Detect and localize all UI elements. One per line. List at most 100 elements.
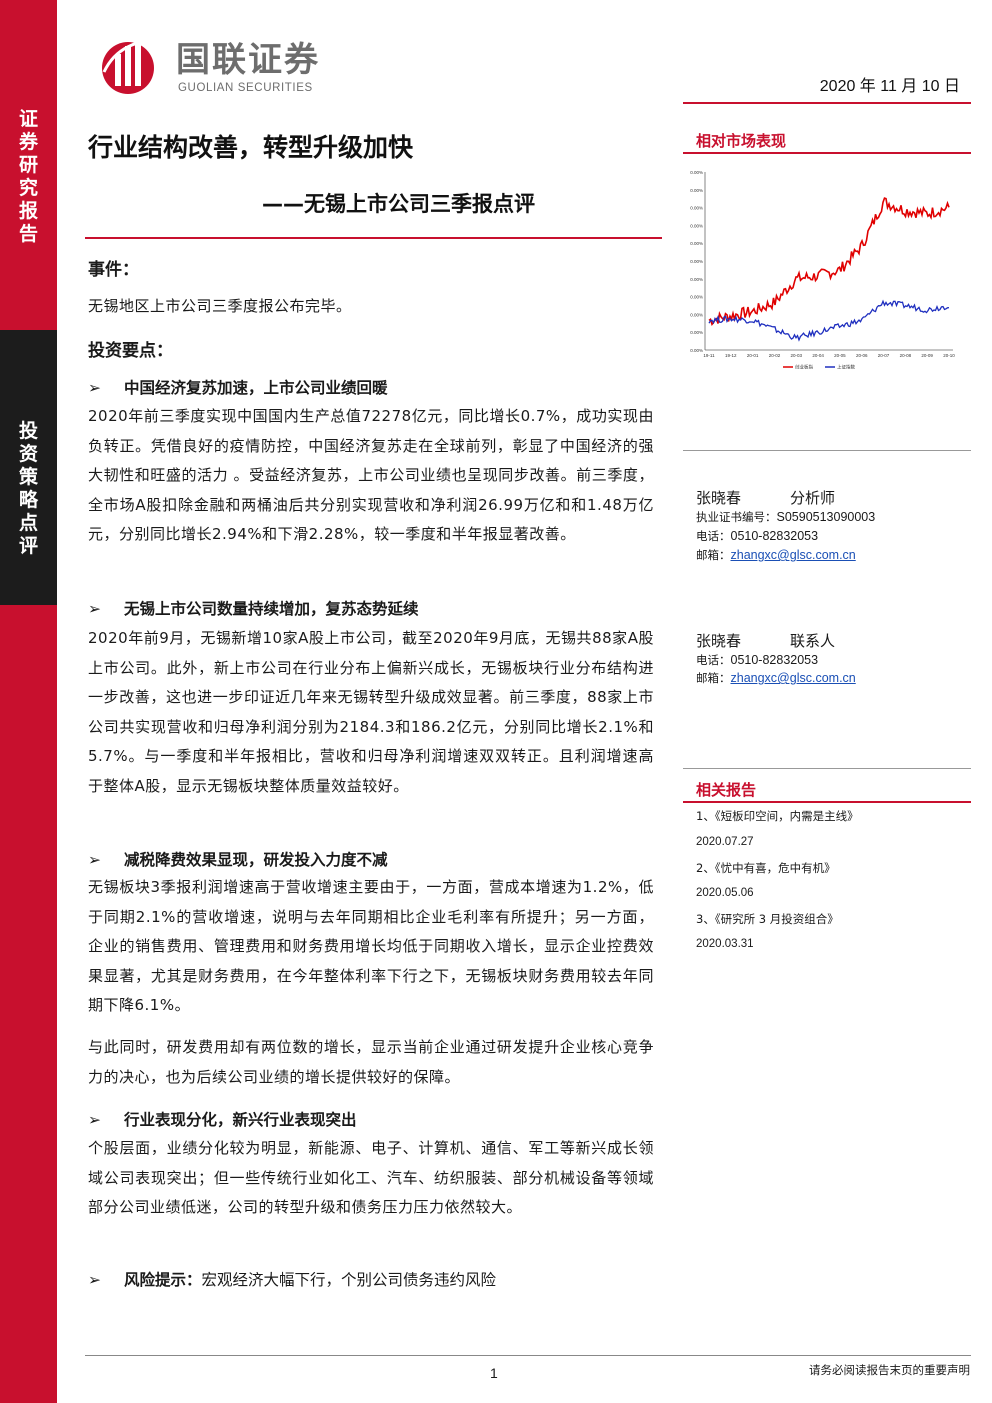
bullet-paragraph-3a: 无锡板块3季报利润增速高于营收增速主要由于，一方面，营成本增速为1.2%，低于同… [88, 878, 654, 1014]
bullet-heading-1: ➢ 中国经济复苏加速，上市公司业绩回暖 [88, 376, 388, 398]
related-report-2[interactable]: 2、《忧中有喜，危中有机》 [696, 861, 836, 875]
phone-value: 0510-82832053 [730, 653, 819, 667]
sidebar-char: 策 [18, 466, 38, 488]
chart-series-line-1 [708, 197, 950, 326]
bullet-paragraph-2: 2020年前9月，无锡新增10家A股上市公司，截至2020年9月底，无锡共88家… [88, 629, 654, 795]
chart-x-tick-label: 20-05 [834, 353, 846, 358]
event-heading: 事件： [88, 260, 139, 280]
related-report-3-date: 2020.03.31 [696, 938, 754, 950]
related-report-2-date: 2020.05.06 [696, 887, 754, 899]
sidebar-char: 券 [18, 131, 38, 153]
chart-y-tick-label: 0.00% [690, 259, 703, 264]
report-date: 2020 年 11 月 10 日 [819, 78, 960, 95]
analyst-name: 张晓春 [696, 489, 742, 507]
bullet-heading-2: ➢ 无锡上市公司数量持续增加，复苏态势延续 [88, 597, 419, 619]
chart-y-tick-label: 0.00% [690, 277, 703, 282]
analyst-cert: 执业证书编号：S0590513090003 [696, 507, 875, 527]
bullet-paragraph-4: 个股层面，业绩分化较为明显，新能源、电子、计算机、通信、军工等新兴成长领域公司表… [88, 1139, 654, 1216]
chart-y-tick-label: 0.00% [690, 170, 703, 175]
chart-x-tick-label: 20-01 [747, 353, 759, 358]
risk-line: ➢ 风险提示：宏观经济大幅下行，个别公司债务违约风险 [88, 1268, 496, 1290]
bullet-paragraph-1: 2020年前三季度实现中国国内生产总值72278亿元，同比增长0.7%，成功实现… [88, 407, 654, 543]
market-performance-heading: 相对市场表现 [696, 132, 787, 150]
sidebar-char: 研 [18, 154, 38, 176]
chart-y-tick-label: 0.00% [690, 330, 703, 335]
analyst-email: 邮箱：zhangxc@glsc.com.cn [696, 545, 856, 565]
chart-y-tick-label: 0.00% [690, 312, 703, 317]
page-number: 1 [490, 1365, 498, 1381]
chart-x-tick-label: 19-12 [725, 353, 737, 358]
sidebar-char: 评 [18, 535, 38, 557]
sidebar-label-category: 投资策略点评 [0, 420, 57, 558]
chart-legend-label: 上证指数 [837, 364, 855, 371]
chart-x-tick-label: 20-07 [878, 353, 890, 358]
chart-series-line-2 [708, 299, 950, 342]
analyst-role: 分析师 [790, 489, 836, 507]
risk-text: 宏观经济大幅下行，个别公司债务违约风险 [201, 1271, 497, 1289]
analyst-phone: 电话：0510-82832053 [696, 526, 818, 546]
related-reports-heading: 相关报告 [696, 781, 757, 799]
sidebar-char: 略 [18, 489, 38, 511]
event-text: 无锡地区上市公司三季度报公布完毕。 [88, 297, 352, 315]
company-logo: 国联证券 GUOLIAN SECURITIES [98, 32, 358, 100]
reports-top-divider [683, 768, 971, 769]
cert-value: S0590513090003 [776, 510, 876, 524]
risk-label: 风险提示： [124, 1271, 202, 1289]
chart-y-tick-label: 0.00% [690, 206, 703, 211]
contact-email: 邮箱：zhangxc@glsc.com.cn [696, 668, 856, 688]
chart-x-tick-label: 20-02 [769, 353, 781, 358]
header-divider [683, 102, 971, 104]
sidebar-char: 证 [18, 108, 38, 130]
phone-label: 电话： [696, 653, 731, 667]
chart-x-tick-label: 19-11 [703, 353, 715, 358]
report-subtitle: ——无锡上市公司三季报点评 [262, 192, 535, 216]
chart-y-tick-label: 0.00% [690, 241, 703, 246]
bullet-heading-3: ➢ 减税降费效果显现，研发投入力度不减 [88, 848, 388, 870]
market-heading-divider [683, 152, 971, 154]
contact-name: 张晓春 [696, 632, 742, 650]
cert-label: 执业证书编号： [696, 510, 777, 524]
chart-x-tick-label: 20-04 [812, 353, 824, 358]
bullet-paragraph-3b: 与此同时，研发费用却有两位数的增长，显示当前企业通过研发提升企业核心竞争力的决心… [88, 1038, 654, 1086]
analyst-email-link[interactable]: zhangxc@glsc.com.cn [730, 548, 856, 562]
bullet-arrow-icon: ➢ [88, 379, 101, 397]
bullet-heading-text: 中国经济复苏加速，上市公司业绩回暖 [124, 379, 388, 397]
bullet-arrow-icon: ➢ [88, 1111, 101, 1129]
bullet-heading-text: 行业表现分化，新兴行业表现突出 [124, 1111, 357, 1129]
email-label: 邮箱： [696, 548, 731, 562]
sidebar-char: 告 [18, 223, 38, 245]
chart-x-tick-label: 20-03 [791, 353, 803, 358]
chart-x-tick-label: 20-10 [943, 353, 955, 358]
sidebar-char: 点 [18, 512, 38, 534]
chart-x-tick-label: 20-09 [921, 353, 933, 358]
title-divider [85, 237, 662, 239]
footer-divider [85, 1355, 971, 1356]
report-title: 行业结构改善，转型升级加快 [88, 133, 414, 162]
logo-mark-icon [102, 38, 157, 94]
chart-y-tick-label: 0.00% [690, 223, 703, 228]
sidebar-char: 究 [18, 177, 38, 199]
related-report-1[interactable]: 1、《短板印空间，内需是主线》 [696, 809, 859, 823]
bullet-arrow-icon: ➢ [88, 851, 101, 869]
chart-x-tick-label: 20-08 [900, 353, 912, 358]
sidebar-label-report-type: 证券研究报告 [0, 108, 57, 246]
contact-email-link[interactable]: zhangxc@glsc.com.cn [730, 671, 856, 685]
contact-phone: 电话：0510-82832053 [696, 650, 818, 670]
phone-value: 0510-82832053 [730, 529, 819, 543]
bullet-heading-4: ➢ 行业表现分化，新兴行业表现突出 [88, 1108, 357, 1130]
logo-text-en: GUOLIAN SECURITIES [178, 82, 313, 94]
email-label: 邮箱： [696, 671, 731, 685]
relative-market-chart: 0.00% 0.00% 0.00% 0.00% 0.00% 0.00% 0.00% 0.00%… [690, 170, 955, 371]
chart-x-tick-label: 20-06 [856, 353, 868, 358]
chart-legend-label: 创业板指 [795, 364, 813, 371]
bullet-arrow-icon: ➢ [88, 600, 101, 618]
chart-y-tick-label: 0.00% [690, 188, 703, 193]
related-report-3[interactable]: 3、《研究所 3 月投资组合》 [696, 912, 839, 926]
reports-heading-divider [683, 801, 971, 803]
sidebar-char: 资 [18, 443, 38, 465]
chart-y-tick-label: 0.00% [690, 348, 703, 353]
sidebar-char: 报 [18, 200, 38, 222]
bullet-arrow-icon: ➢ [88, 1271, 101, 1289]
footer-disclaimer: 请务必阅读报告末页的重要声明 [809, 1363, 970, 1377]
logo-text-cn: 国联证券 [176, 40, 320, 80]
